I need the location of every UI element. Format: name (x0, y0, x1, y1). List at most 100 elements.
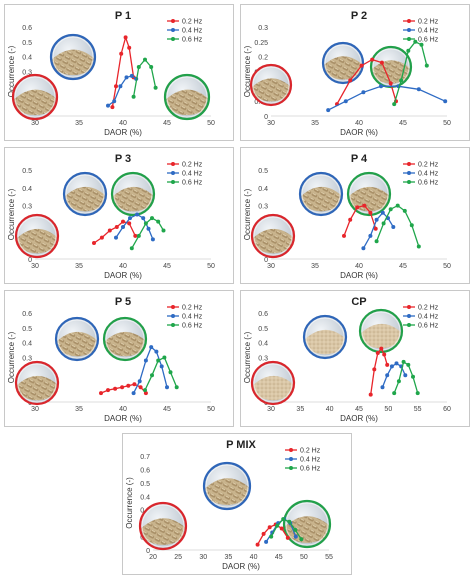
data-point (370, 57, 375, 62)
y-tick-label: 0.4 (22, 341, 32, 348)
series-line (111, 35, 135, 108)
y-tick-label: 0.5 (22, 40, 32, 47)
chart-svg: CP00.10.20.30.40.50.630354045505560DAOR … (243, 296, 451, 423)
data-point (143, 391, 148, 396)
legend-label: 0.4 Hz (418, 28, 439, 35)
legend-label: 0.4 Hz (418, 171, 439, 178)
data-point (153, 85, 158, 90)
data-point (141, 216, 146, 221)
data-point (126, 383, 131, 388)
data-point (143, 221, 148, 226)
data-point (411, 374, 415, 379)
data-point (107, 228, 112, 233)
data-point (136, 233, 141, 238)
data-point (114, 84, 118, 89)
x-tick-label: 40 (250, 554, 258, 561)
data-point (119, 51, 124, 56)
data-point (129, 73, 134, 78)
legend-marker (171, 305, 175, 309)
data-point (406, 48, 411, 53)
legend-label: 0.2 Hz (182, 19, 203, 26)
data-point (133, 233, 138, 238)
x-tick-label: 30 (31, 120, 39, 127)
y-tick-label: 0.4 (22, 55, 32, 62)
y-axis-label: Occurrence (-) (243, 331, 252, 383)
chart-panel-p2: P 200.050.10.150.20.250.33035404550DAOR … (240, 4, 470, 141)
sample-photo-02hz (14, 360, 60, 406)
sample-photo-02hz (11, 73, 59, 121)
data-point (149, 65, 154, 69)
sample-photo-04hz (62, 171, 108, 217)
x-tick-label: 25 (174, 554, 182, 561)
series-line (393, 360, 419, 394)
legend-label: 0.2 Hz (418, 162, 439, 169)
data-point (374, 239, 379, 244)
data-point (299, 537, 304, 542)
sample-photo-02hz (14, 213, 60, 259)
x-tick-label: 40 (355, 263, 363, 270)
x-tick-label: 50 (207, 406, 215, 413)
y-tick-label: 0.3 (258, 356, 268, 363)
y-axis-label: Occurrence (-) (243, 45, 252, 97)
x-tick-label: 35 (225, 554, 233, 561)
legend-marker (407, 323, 411, 327)
legend-label: 0.2 Hz (182, 305, 203, 312)
y-tick-label: 0.3 (22, 204, 32, 211)
x-tick-label: 30 (31, 263, 39, 270)
legend-label: 0.4 Hz (182, 314, 203, 321)
data-point (385, 362, 390, 367)
data-point (355, 205, 360, 210)
x-tick-label: 45 (163, 406, 171, 413)
legend-marker (171, 314, 175, 318)
x-axis-label: DAOR (%) (340, 414, 378, 423)
x-tick-label: 50 (443, 263, 451, 270)
legend-label: 0.4 Hz (182, 28, 203, 35)
data-point (135, 212, 140, 217)
x-tick-label: 45 (163, 120, 171, 127)
x-tick-label: 40 (119, 406, 127, 413)
y-tick-label: 0.3 (258, 25, 268, 32)
legend-marker (289, 457, 293, 461)
data-point (143, 388, 147, 393)
data-point (114, 225, 119, 229)
legend-label: 0.2 Hz (418, 19, 439, 26)
legend-label: 0.6 Hz (418, 37, 439, 44)
x-tick-label: 35 (75, 406, 83, 413)
sample-photo-02hz (138, 501, 188, 551)
data-point (99, 391, 103, 396)
x-tick-label: 45 (355, 406, 363, 413)
data-point (379, 60, 384, 65)
data-point (127, 45, 132, 50)
data-point (399, 78, 404, 83)
y-tick-label: 0.7 (140, 454, 150, 461)
data-point (275, 523, 280, 528)
y-tick-label: 0.5 (258, 326, 268, 333)
data-point (380, 210, 385, 215)
data-point (281, 517, 286, 522)
data-point (150, 237, 155, 242)
data-point (374, 217, 379, 222)
sample-photo-04hz (321, 41, 365, 85)
data-point (342, 233, 346, 238)
sample-photo-04hz (202, 461, 252, 511)
data-point (373, 226, 378, 231)
legend-label: 0.4 Hz (182, 171, 203, 178)
data-point (379, 84, 383, 89)
sample-photo-06hz (346, 171, 392, 217)
data-point (388, 81, 393, 86)
x-axis-label: DAOR (%) (104, 414, 142, 423)
data-point (131, 391, 136, 396)
y-tick-label: 0.2 (258, 55, 268, 62)
legend-marker (407, 180, 411, 184)
x-tick-label: 35 (311, 120, 319, 127)
legend-label: 0.6 Hz (182, 323, 203, 330)
x-tick-label: 45 (399, 263, 407, 270)
y-axis-label: Occurrence (-) (7, 45, 16, 97)
x-tick-label: 40 (119, 120, 127, 127)
y-tick-label: 0.5 (258, 168, 268, 175)
sample-photo-02hz (250, 360, 296, 406)
data-point (156, 358, 161, 363)
